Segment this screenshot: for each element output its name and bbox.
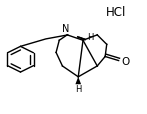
Text: H: H	[87, 33, 93, 42]
Text: HCl: HCl	[106, 6, 126, 19]
Text: O: O	[121, 56, 129, 66]
Polygon shape	[75, 77, 81, 84]
Text: N: N	[62, 24, 69, 34]
Text: H: H	[75, 84, 81, 93]
